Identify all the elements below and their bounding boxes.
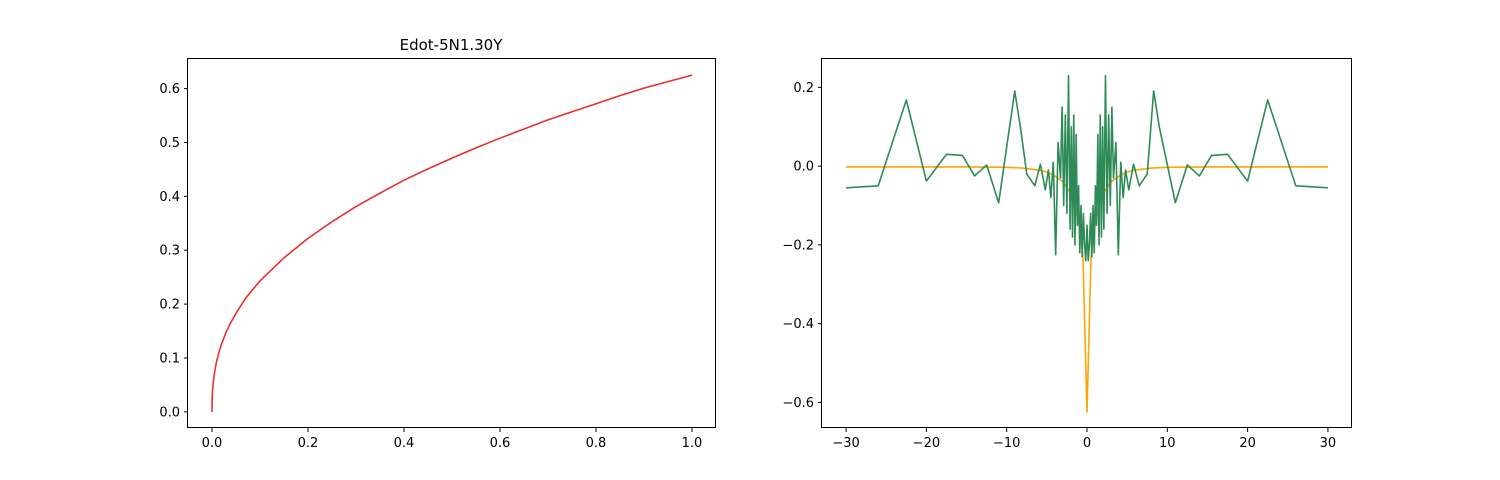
- x-tick-label: −30: [832, 436, 859, 451]
- x-tick-label: 0: [1083, 436, 1091, 451]
- x-tick-label: 0.4: [394, 436, 415, 451]
- series-line-1: [846, 166, 1328, 414]
- y-tick-label: −0.6: [782, 396, 814, 411]
- right-axes-frame: [821, 58, 1352, 428]
- y-tick-label: −0.4: [782, 317, 814, 332]
- x-tick-label: −10: [993, 436, 1020, 451]
- series-line-1: [211, 74, 693, 412]
- left-axes-ticks: 0.0 0.2 0.4 0.6 0.8 1.0 0.0 0.1 0.2 0.3 0.4 0.5 0.6: [159, 82, 702, 451]
- y-tick-label: 0.3: [159, 244, 180, 259]
- x-tick-label: 10: [1159, 436, 1176, 451]
- x-tick-label: 0.2: [298, 436, 319, 451]
- right-axes-series: [846, 74, 1328, 414]
- y-tick-label: 0.2: [793, 81, 814, 96]
- x-tick-label: −20: [913, 436, 940, 451]
- x-tick-label: 30: [1320, 436, 1337, 451]
- x-tick-label: 0.0: [202, 436, 223, 451]
- left-axes-frame: [187, 58, 716, 428]
- y-tick-label: −0.2: [782, 238, 814, 253]
- y-tick-label: 0.0: [159, 405, 180, 420]
- right-axes-ticks: −30 −20 −10 0 10 20 30 −0.6 −0.4 −0.2 0.0 0.2: [782, 81, 1336, 451]
- left-axes: Edot-5N1.30Y 0.0 0.2 0.4 0.6 0.8 1.0 0.0 0.1 0.2…: [159, 36, 716, 451]
- y-tick-label: 0.1: [159, 351, 180, 366]
- y-tick-label: 0.4: [159, 190, 180, 205]
- x-tick-label: 0.6: [490, 436, 511, 451]
- y-tick-label: 0.2: [159, 298, 180, 313]
- right-axes: −30 −20 −10 0 10 20 30 −0.6 −0.4 −0.2 0.0 0.2: [782, 58, 1352, 451]
- left-axes-series: [211, 74, 693, 412]
- chart-title: Edot-5N1.30Y: [400, 36, 504, 54]
- x-tick-label: 1.0: [682, 436, 703, 451]
- x-tick-label: 20: [1239, 436, 1256, 451]
- y-tick-label: 0.0: [793, 160, 814, 175]
- x-tick-label: 0.8: [586, 436, 607, 451]
- y-tick-label: 0.6: [159, 82, 180, 97]
- series-line-2: [846, 74, 1328, 262]
- y-tick-label: 0.5: [159, 136, 180, 151]
